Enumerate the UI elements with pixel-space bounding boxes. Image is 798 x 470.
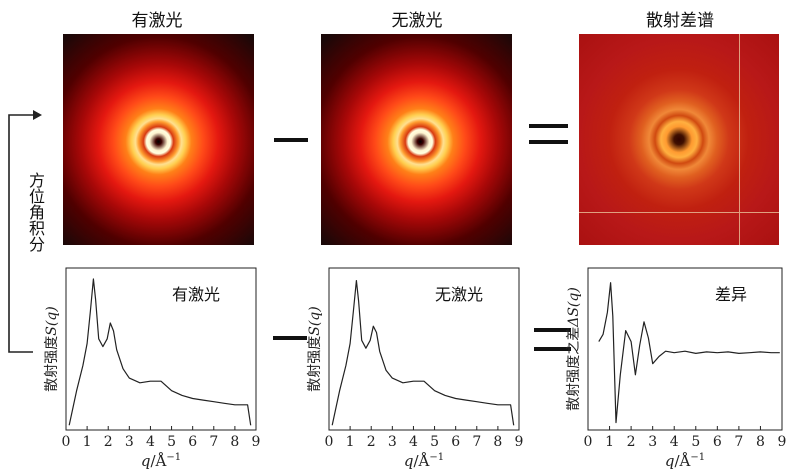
x-tick-label: 5 xyxy=(167,434,176,450)
arrow-head-icon xyxy=(33,110,42,120)
x-tick-label: 8 xyxy=(493,434,502,450)
y-axis-label-prefix: 散射强度之差 xyxy=(566,327,582,411)
y-axis-label-prefix: 散射强度 xyxy=(307,336,323,392)
x-tick-label: 4 xyxy=(146,434,155,450)
integration-bracket xyxy=(8,110,42,353)
minus-operator-bottom xyxy=(273,336,307,340)
series-line xyxy=(598,282,780,424)
series-line xyxy=(68,278,252,426)
x-tick-label: 7 xyxy=(734,434,743,450)
equals-operator-top-line1 xyxy=(529,124,568,128)
side-label-azimuthal-integration: 方位角积分 xyxy=(26,172,45,252)
panel-label: 无激光 xyxy=(435,285,483,304)
x-tick-label: 9 xyxy=(515,434,524,450)
x-axis-label-var: q xyxy=(141,452,151,470)
title-difference-spectrum: 散射差谱 xyxy=(646,11,714,31)
plot-without-laser: 0 1 2 3 4 5 6 7 8 9 q/Å−1 散射强度S(q) 无激光 xyxy=(307,267,524,470)
x-tick-label: 7 xyxy=(472,434,481,450)
x-tick-label: 3 xyxy=(125,434,134,450)
plot-frame xyxy=(328,267,520,431)
x-tick-label: 6 xyxy=(451,434,460,450)
plot-with-laser: 0 1 2 3 4 5 6 7 8 9 q/Å−1 散射强度S(q) 有激光 xyxy=(44,267,261,470)
scattering-image-without-laser xyxy=(321,34,512,245)
plot-difference: 0 1 2 3 4 5 6 7 8 9 q/Å−1 散射强度之差ΔS(q) 差异 xyxy=(566,267,787,470)
x-tick-label: 1 xyxy=(605,434,614,450)
minus-operator-top xyxy=(274,138,308,142)
panel-label: 差异 xyxy=(715,285,747,304)
series-line xyxy=(331,280,515,426)
x-axis-label: q/Å−1 xyxy=(665,452,705,470)
x-tick-label: 8 xyxy=(230,434,239,450)
equals-operator-top-line2 xyxy=(529,140,568,144)
x-axis-label-var: q xyxy=(665,452,675,470)
x-axis-label: q/Å−1 xyxy=(404,452,444,470)
y-axis-label-prefix: 散射强度 xyxy=(44,336,60,392)
x-tick-label: 3 xyxy=(648,434,657,450)
x-tick-label: 2 xyxy=(367,434,376,450)
x-tick-label: 7 xyxy=(209,434,218,450)
x-tick-label: 6 xyxy=(188,434,197,450)
x-axis-label-exponent: −1 xyxy=(166,452,181,463)
x-tick-label: 4 xyxy=(670,434,679,450)
x-tick-label: 1 xyxy=(83,434,92,450)
y-axis-label-var: S(q) xyxy=(44,306,60,335)
x-tick-label: 5 xyxy=(691,434,700,450)
detector-gap-horizontal xyxy=(579,212,779,213)
x-axis-label-var: q xyxy=(404,452,414,470)
x-axis-label-unit: /Å xyxy=(413,452,429,470)
equals-operator-bottom-line2 xyxy=(534,347,571,351)
x-axis-label: q/Å−1 xyxy=(141,452,181,470)
x-tick-label: 2 xyxy=(627,434,636,450)
x-axis-label-exponent: −1 xyxy=(429,452,444,463)
x-tick-label: 0 xyxy=(584,434,593,450)
x-tick-label: 3 xyxy=(388,434,397,450)
bracket-line xyxy=(8,114,36,353)
scattering-image-difference xyxy=(579,34,779,245)
x-tick-label: 2 xyxy=(104,434,113,450)
scattering-image-with-laser xyxy=(63,34,254,245)
x-axis-label-unit: /Å xyxy=(150,452,166,470)
x-axis-label-unit: /Å xyxy=(674,452,690,470)
x-tick-label: 8 xyxy=(756,434,765,450)
title-without-laser: 无激光 xyxy=(391,11,443,31)
y-axis-label: 散射强度之差ΔS(q) xyxy=(566,287,582,411)
x-tick-label: 0 xyxy=(325,434,334,450)
x-tick-label: 9 xyxy=(778,434,787,450)
x-tick-label: 5 xyxy=(430,434,439,450)
y-axis-label-var: ΔS(q) xyxy=(566,287,582,328)
equals-operator-bottom-line1 xyxy=(534,328,571,332)
x-tick-label: 0 xyxy=(62,434,71,450)
y-axis-label: 散射强度S(q) xyxy=(44,306,60,391)
y-axis-label-var: S(q) xyxy=(307,306,323,335)
plot-frame xyxy=(65,267,257,431)
panel-label: 有激光 xyxy=(172,285,220,304)
detector-gap-vertical xyxy=(739,34,740,245)
x-axis-label-exponent: −1 xyxy=(690,452,705,463)
x-tick-label: 6 xyxy=(713,434,722,450)
x-tick-label: 4 xyxy=(409,434,418,450)
x-tick-label: 9 xyxy=(252,434,261,450)
y-axis-label: 散射强度S(q) xyxy=(307,306,323,391)
x-tick-label: 1 xyxy=(346,434,355,450)
title-with-laser: 有激光 xyxy=(131,11,183,31)
plot-frame xyxy=(587,267,783,431)
